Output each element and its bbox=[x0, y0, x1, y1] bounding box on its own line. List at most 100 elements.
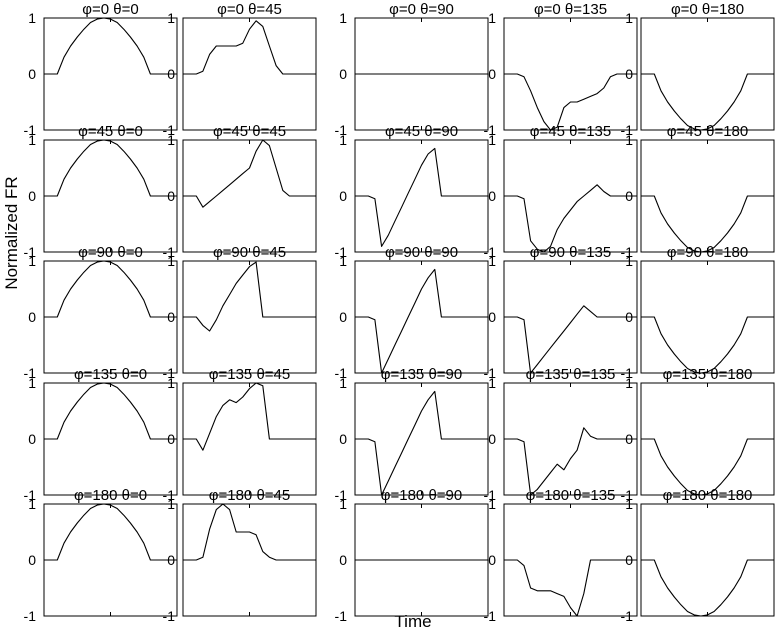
y-tick-label: -1 bbox=[24, 608, 37, 624]
panel-19: φ=135 θ=135 1 0 -1 bbox=[484, 366, 638, 503]
panel-title: φ=180 θ=45 bbox=[209, 487, 290, 504]
y-tick-label: 1 bbox=[28, 253, 36, 269]
y-tick-label: 1 bbox=[339, 132, 347, 148]
panel-title: φ=45 θ=180 bbox=[667, 123, 748, 140]
y-tick-label: -1 bbox=[163, 487, 176, 503]
y-tick-label: 1 bbox=[625, 132, 633, 148]
y-tick-label: 1 bbox=[167, 496, 175, 512]
series-line bbox=[355, 268, 488, 374]
panel-title: φ=135 θ=0 bbox=[74, 366, 147, 383]
y-tick-label: -1 bbox=[621, 244, 634, 260]
panel-title: φ=180 θ=135 bbox=[526, 487, 616, 504]
panel-3: φ=0 θ=90 1 0 -1 bbox=[335, 1, 489, 138]
y-tick-label: 0 bbox=[339, 309, 347, 325]
y-tick-label: 0 bbox=[339, 66, 347, 82]
y-tick-label: 0 bbox=[625, 431, 633, 447]
series-line bbox=[44, 260, 177, 318]
series-line bbox=[183, 382, 316, 451]
panel-title: φ=45 θ=45 bbox=[213, 123, 286, 140]
panel-4: φ=0 θ=135 1 0 -1 bbox=[484, 1, 638, 138]
panel-17: φ=135 θ=45 1 0 -1 bbox=[163, 366, 317, 503]
panel-8: φ=45 θ=90 1 0 -1 bbox=[335, 123, 489, 260]
panel-title: φ=90 θ=0 bbox=[78, 244, 143, 261]
series-line bbox=[641, 73, 774, 131]
panel-25: φ=180 θ=180 1 0 -1 bbox=[621, 487, 775, 624]
panel-9: φ=45 θ=135 1 0 -1 bbox=[484, 123, 638, 260]
y-tick-label: 1 bbox=[339, 10, 347, 26]
y-tick-label: 1 bbox=[625, 375, 633, 391]
panel-14: φ=90 θ=135 1 0 -1 bbox=[484, 244, 638, 381]
y-tick-label: 0 bbox=[167, 552, 175, 568]
series-line bbox=[641, 559, 774, 617]
y-tick-label: -1 bbox=[484, 487, 497, 503]
panel-title: φ=45 θ=0 bbox=[78, 123, 143, 140]
y-tick-label: 0 bbox=[167, 188, 175, 204]
series-line bbox=[504, 305, 637, 374]
y-tick-label: 0 bbox=[167, 431, 175, 447]
panel-22: φ=180 θ=45 1 0 -1 bbox=[163, 487, 317, 624]
series-line bbox=[641, 316, 774, 374]
y-tick-label: 1 bbox=[625, 10, 633, 26]
panel-5: φ=0 θ=180 1 0 -1 bbox=[621, 1, 775, 138]
series-line bbox=[641, 438, 774, 496]
panel-title: φ=90 θ=45 bbox=[213, 244, 286, 261]
x-axis-label: Time bbox=[394, 612, 431, 631]
panel-title: φ=180 θ=90 bbox=[381, 487, 462, 504]
y-tick-label: 1 bbox=[167, 10, 175, 26]
panel-24: φ=180 θ=135 1 0 -1 bbox=[484, 487, 638, 624]
y-tick-label: 1 bbox=[488, 375, 496, 391]
y-axis-label: Normalized FR bbox=[2, 176, 21, 289]
y-tick-label: 1 bbox=[488, 496, 496, 512]
panel-title: φ=0 θ=135 bbox=[534, 1, 607, 18]
series-line bbox=[355, 390, 488, 496]
y-tick-label: -1 bbox=[621, 608, 634, 624]
series-line bbox=[183, 20, 316, 75]
panel-title: φ=45 θ=90 bbox=[385, 123, 458, 140]
y-tick-label: 0 bbox=[339, 188, 347, 204]
panel-16: φ=135 θ=0 1 0 -1 bbox=[24, 366, 178, 503]
y-tick-label: 1 bbox=[339, 253, 347, 269]
y-tick-label: -1 bbox=[163, 244, 176, 260]
panel-title: φ=135 θ=180 bbox=[663, 366, 753, 383]
series-line bbox=[504, 427, 637, 496]
y-tick-label: -1 bbox=[163, 122, 176, 138]
y-tick-label: -1 bbox=[335, 244, 348, 260]
panel-title: φ=45 θ=135 bbox=[530, 123, 611, 140]
y-tick-label: 1 bbox=[167, 253, 175, 269]
panel-title: φ=0 θ=180 bbox=[671, 1, 744, 18]
panel-12: φ=90 θ=45 1 0 -1 bbox=[163, 244, 317, 381]
panel-7: φ=45 θ=45 1 0 -1 bbox=[163, 123, 317, 260]
y-tick-label: 1 bbox=[28, 10, 36, 26]
panel-title: φ=90 θ=90 bbox=[385, 244, 458, 261]
y-tick-label: 0 bbox=[625, 552, 633, 568]
y-tick-label: -1 bbox=[335, 122, 348, 138]
y-tick-label: 0 bbox=[28, 188, 36, 204]
panel-18: φ=135 θ=90 1 0 -1 bbox=[335, 366, 489, 503]
panel-title: φ=135 θ=135 bbox=[526, 366, 616, 383]
y-tick-label: -1 bbox=[484, 365, 497, 381]
y-tick-label: 0 bbox=[488, 552, 496, 568]
series-line bbox=[183, 261, 316, 332]
y-tick-label: -1 bbox=[24, 244, 37, 260]
series-line bbox=[504, 73, 637, 131]
y-tick-label: 0 bbox=[28, 66, 36, 82]
y-tick-label: -1 bbox=[24, 122, 37, 138]
y-tick-label: -1 bbox=[24, 487, 37, 503]
panel-2: φ=0 θ=45 1 0 -1 bbox=[163, 1, 317, 138]
y-tick-label: 1 bbox=[488, 10, 496, 26]
y-tick-label: 0 bbox=[339, 431, 347, 447]
y-tick-label: 1 bbox=[625, 253, 633, 269]
y-tick-label: -1 bbox=[335, 365, 348, 381]
y-tick-label: 1 bbox=[625, 496, 633, 512]
y-tick-label: -1 bbox=[335, 487, 348, 503]
series-line bbox=[44, 382, 177, 440]
y-tick-label: 1 bbox=[339, 375, 347, 391]
y-tick-label: 0 bbox=[625, 66, 633, 82]
panel-11: φ=90 θ=0 1 0 -1 bbox=[24, 244, 178, 381]
y-tick-label: -1 bbox=[484, 244, 497, 260]
y-tick-label: 1 bbox=[488, 253, 496, 269]
y-tick-label: -1 bbox=[621, 122, 634, 138]
y-tick-label: 1 bbox=[167, 375, 175, 391]
y-tick-label: 0 bbox=[488, 431, 496, 447]
